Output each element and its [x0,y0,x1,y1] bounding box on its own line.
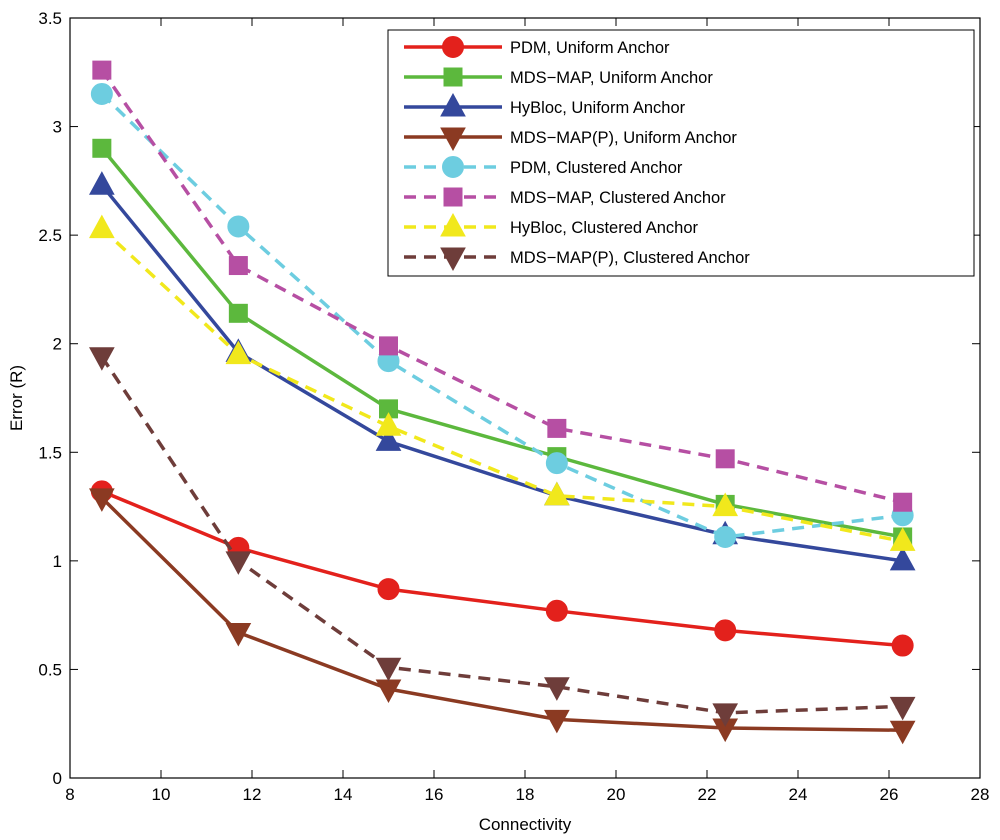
data-point [375,412,402,436]
legend-marker [443,67,463,87]
legend-label: MDS−MAP, Clustered Anchor [510,189,726,207]
data-point [715,449,735,469]
data-point [545,599,568,622]
data-point [889,527,916,551]
y-tick-label: 2 [53,335,62,354]
x-axis-label: Connectivity [479,815,572,834]
series-5 [92,60,913,512]
legend-marker [440,127,466,152]
x-tick-label: 14 [334,785,353,804]
series-6 [89,214,916,551]
data-point [89,347,115,371]
data-point [89,214,115,239]
x-tick-label: 22 [698,785,717,804]
series-line [100,147,903,539]
series-3 [89,488,916,745]
data-point [89,171,115,195]
data-point [89,488,115,512]
data-point [375,657,402,682]
legend-label: MDS−MAP(P), Clustered Anchor [510,249,750,267]
legend-marker [443,187,463,207]
y-tick-label: 0.5 [38,660,62,679]
data-point [92,60,112,80]
legend-marker [440,92,466,117]
data-point [712,492,739,517]
legend-label: PDM, Uniform Anchor [510,39,670,57]
data-point [889,720,916,745]
data-point [379,336,398,356]
legend-entry: MDS−MAP(P), Uniform Anchor [404,127,737,152]
data-point [90,83,113,105]
y-tick-label: 3.5 [38,9,62,28]
axis-ticks: 8 10 12 14 16 18 20 22 24 26 28 0 0.5 1 1.5 2 2.5 3 3.5 [38,9,989,804]
series-line [100,496,903,732]
x-tick-label: 8 [65,785,74,804]
data-point [714,619,737,642]
series-layer [89,60,916,745]
series-line [101,489,903,648]
data-point [889,546,916,571]
series-line [100,69,904,504]
legend-entry: HyBloc, Clustered Anchor [404,212,699,237]
y-tick-label: 1 [53,552,62,571]
x-tick-label: 26 [880,785,899,804]
legend-label: HyBloc, Clustered Anchor [510,219,699,237]
data-point [225,623,252,647]
data-point [225,551,252,575]
legend-label: PDM, Clustered Anchor [510,159,683,177]
y-tick-label: 2.5 [38,226,62,245]
x-tick-label: 24 [789,785,808,804]
legend-entry: HyBloc, Uniform Anchor [404,92,686,117]
data-point [227,215,250,238]
x-tick-label: 20 [607,785,626,804]
legend: PDM, Uniform Anchor MDS−MAP, Uniform Anch… [387,29,975,277]
series-line [100,355,903,715]
y-tick-label: 1.5 [38,443,62,462]
legend-entry: MDS−MAP, Clustered Anchor [404,187,726,207]
legend-entry: MDS−MAP, Uniform Anchor [404,67,713,87]
data-point [889,696,916,721]
data-point [544,481,570,506]
data-point [228,256,248,276]
legend-marker [442,36,464,58]
legend-entry: PDM, Uniform Anchor [404,36,670,58]
legend-label: HyBloc, Uniform Anchor [510,99,686,117]
series-line [100,92,903,539]
x-tick-label: 16 [425,785,444,804]
series-line [100,184,903,563]
data-point [92,138,112,158]
legend-marker [440,247,466,272]
x-tick-label: 10 [152,785,171,804]
legend-entry: PDM, Clustered Anchor [404,156,683,178]
data-point [714,525,737,548]
data-point [891,634,914,657]
legend-box [387,29,975,277]
data-point [712,703,739,727]
x-tick-label: 12 [243,785,262,804]
legend-label: MDS−MAP(P), Uniform Anchor [510,129,737,147]
legend-marker [442,156,464,178]
legend-marker [440,212,466,237]
series-line [100,227,903,544]
data-point [544,677,570,701]
data-point [547,418,567,438]
data-point [545,452,568,475]
x-tick-label: 18 [516,785,535,804]
y-axis-label: Error (R) [7,365,26,431]
data-point [377,578,400,601]
data-point [225,340,252,365]
x-tick-label: 28 [971,785,990,804]
series-7 [89,347,916,727]
legend-label: MDS−MAP, Uniform Anchor [510,69,713,87]
y-tick-label: 3 [53,118,62,137]
y-tick-label: 0 [53,769,62,788]
data-point [544,709,570,734]
data-point [375,427,402,451]
data-point [228,303,248,323]
legend-entry: MDS−MAP(P), Clustered Anchor [404,247,750,272]
data-point [893,492,913,512]
